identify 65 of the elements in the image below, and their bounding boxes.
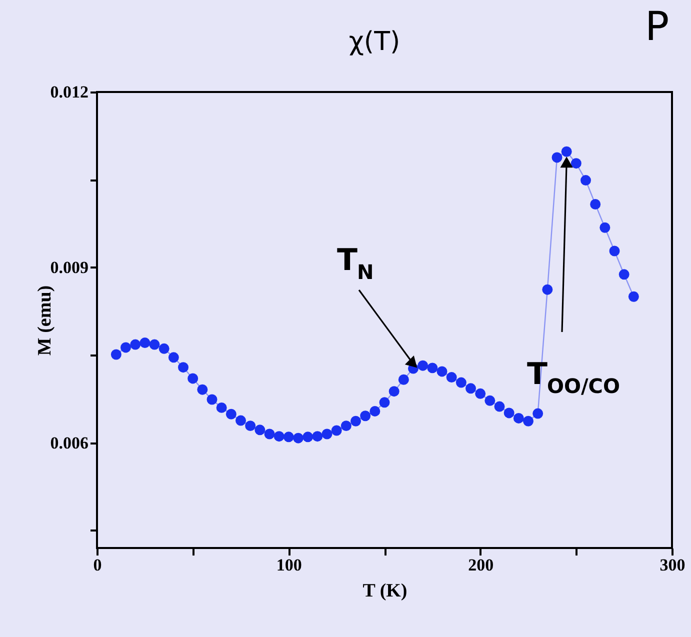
point xyxy=(168,352,179,363)
point xyxy=(436,366,448,377)
point xyxy=(149,339,160,350)
point xyxy=(264,428,275,440)
point xyxy=(188,373,198,384)
point xyxy=(398,374,409,385)
y-tick-label: 0.009 xyxy=(50,258,88,277)
point xyxy=(590,199,601,210)
point xyxy=(466,383,476,394)
point xyxy=(206,394,218,405)
point xyxy=(504,408,514,418)
point xyxy=(360,410,371,422)
point xyxy=(552,152,562,163)
point xyxy=(370,406,380,416)
point xyxy=(293,432,304,444)
point xyxy=(216,402,227,413)
point xyxy=(523,416,534,426)
point xyxy=(140,338,150,348)
point xyxy=(561,146,572,157)
point xyxy=(542,284,553,295)
point xyxy=(340,420,352,432)
point xyxy=(178,362,188,373)
point xyxy=(379,397,390,408)
point xyxy=(484,395,496,406)
point xyxy=(254,424,266,436)
point xyxy=(110,349,122,360)
y-tick-label: 0.006 xyxy=(50,433,88,452)
point xyxy=(580,175,591,186)
point xyxy=(456,377,466,388)
point xyxy=(245,420,256,432)
x-tick-label: 200 xyxy=(468,556,494,574)
y-axis-title: M (emu) xyxy=(34,285,56,356)
point xyxy=(446,372,457,383)
point xyxy=(494,401,505,412)
point xyxy=(322,428,332,440)
point xyxy=(418,360,428,371)
point xyxy=(388,386,400,397)
point xyxy=(158,343,170,354)
point xyxy=(618,269,630,280)
point xyxy=(628,291,639,302)
point xyxy=(312,431,323,442)
point xyxy=(532,408,544,419)
point xyxy=(427,362,438,374)
point xyxy=(475,388,486,399)
point xyxy=(283,432,294,442)
point xyxy=(570,158,582,169)
x-tick-label: 0 xyxy=(93,556,102,574)
x-tick-label: 300 xyxy=(660,556,686,574)
point xyxy=(120,342,131,353)
point xyxy=(274,431,284,442)
x-axis-title: T (K) xyxy=(362,580,408,602)
point xyxy=(600,222,610,233)
point xyxy=(226,408,236,420)
point xyxy=(350,416,361,426)
text: P xyxy=(645,4,670,50)
x-tick-label: 100 xyxy=(276,556,302,574)
point xyxy=(197,384,208,395)
point xyxy=(130,339,141,350)
point xyxy=(236,415,246,426)
y-tick-label: 0.012 xyxy=(50,82,88,102)
chart-title: χ(T) xyxy=(348,27,400,57)
point xyxy=(513,412,524,424)
point xyxy=(302,432,314,442)
point xyxy=(331,425,342,436)
point xyxy=(609,246,620,256)
